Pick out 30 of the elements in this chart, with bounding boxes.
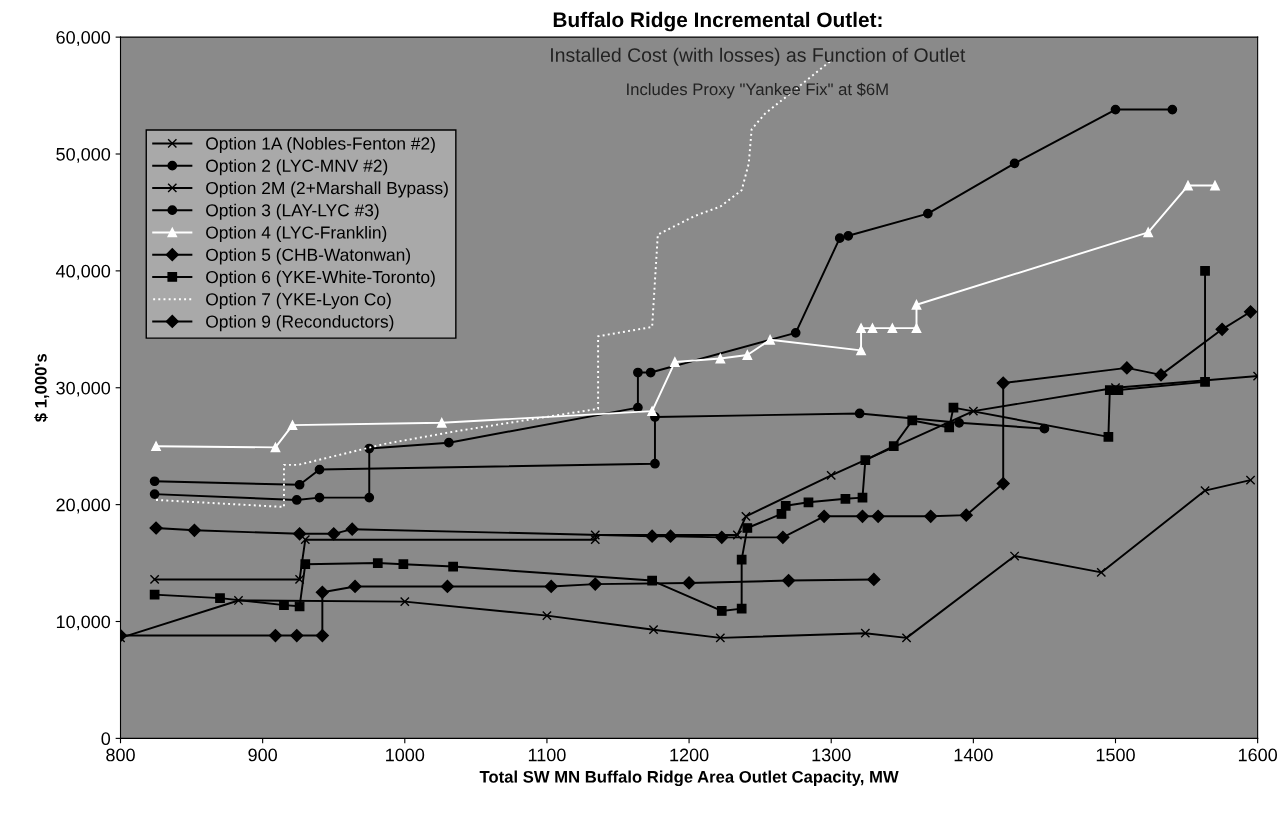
- y-tick-label: 60,000: [56, 31, 111, 46]
- legend-label: Option 3 (LAY-LYC #3): [206, 203, 379, 220]
- x-tick-label: 1300: [812, 748, 851, 762]
- y-axis-title: $ 1,000's: [34, 354, 50, 422]
- x-tick-label: 1400: [954, 748, 993, 762]
- y-tick-label: 40,000: [55, 264, 111, 280]
- legend-label: Option 9 (Reconductors): [206, 314, 394, 332]
- legend-label: Option 5 (CHB-Watonwan): [206, 248, 411, 265]
- x-tick-label: 1500: [1096, 748, 1135, 762]
- x-tick-label: 1000: [386, 748, 425, 762]
- legend-label: Option 6 (YKE-White-Toronto): [206, 270, 435, 287]
- legend-label: Option 1A (Nobles-Fenton #2): [206, 136, 435, 154]
- y-tick-label: 0: [101, 732, 111, 746]
- legend-label: Option 4 (LYC-Franklin): [206, 225, 387, 243]
- legend-label: Option 2 (LYC-MNV #2): [206, 159, 388, 176]
- legend-label: Option 2M (2+Marshall Bypass): [206, 181, 448, 198]
- chart-title: Buffalo Ridge Incremental Outlet:: [553, 11, 882, 32]
- x-tick-label: 800: [106, 748, 135, 762]
- x-tick-label: 1200: [670, 748, 709, 762]
- y-tick-label: 30,000: [56, 381, 111, 397]
- text: Installed Cost (with losses) as Function of Outlet: [551, 47, 966, 66]
- legend-label: Option 7 (YKE-Lyon Co): [206, 292, 391, 309]
- x-axis-title: Total SW MN Buffalo Ridge Area Outlet Capacity, MW: [479, 770, 899, 787]
- x-tick-label: 1100: [528, 748, 566, 762]
- x-tick-label: 1600: [1238, 748, 1278, 762]
- annotation: Includes Proxy "Yankee Fix" at $6M: [627, 82, 888, 99]
- y-tick-label: 20,000: [56, 498, 111, 514]
- y-tick-label: 50,000: [56, 147, 111, 163]
- y-tick-label: 10,000: [56, 615, 111, 631]
- x-tick-label: 900: [248, 748, 278, 762]
